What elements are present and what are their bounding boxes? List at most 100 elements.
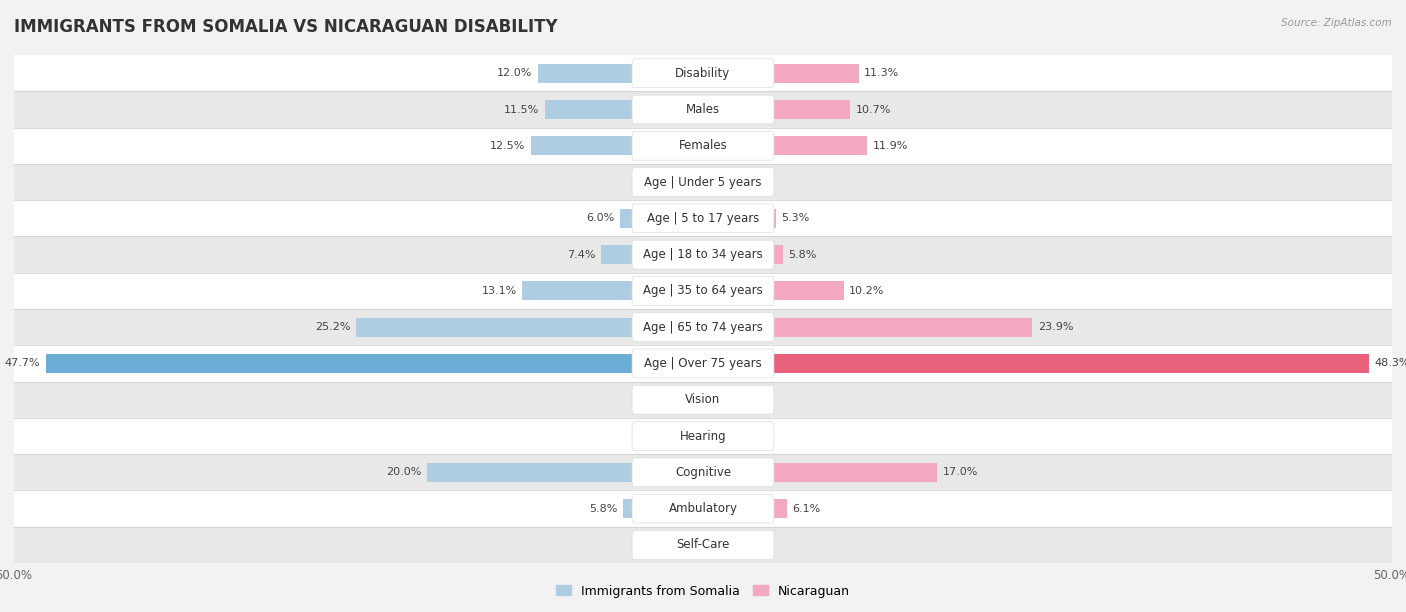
Text: 48.3%: 48.3% — [1374, 359, 1406, 368]
Bar — [14, 527, 1392, 563]
Bar — [531, 136, 703, 155]
Bar — [14, 418, 1392, 454]
FancyBboxPatch shape — [633, 132, 773, 160]
Bar — [14, 200, 1392, 236]
Text: Age | 65 to 74 years: Age | 65 to 74 years — [643, 321, 763, 334]
Text: 10.2%: 10.2% — [849, 286, 884, 296]
FancyBboxPatch shape — [633, 204, 773, 233]
Bar — [703, 390, 735, 409]
Text: 2.1%: 2.1% — [640, 395, 669, 405]
FancyBboxPatch shape — [633, 277, 773, 305]
Bar — [523, 282, 703, 300]
Bar — [623, 499, 703, 518]
Text: 11.9%: 11.9% — [873, 141, 908, 151]
Bar — [14, 345, 1392, 382]
Text: 5.3%: 5.3% — [782, 214, 810, 223]
Text: 6.0%: 6.0% — [586, 214, 614, 223]
Text: 1.3%: 1.3% — [651, 177, 679, 187]
Text: 12.5%: 12.5% — [489, 141, 526, 151]
Bar — [703, 499, 787, 518]
Bar — [703, 209, 776, 228]
Bar — [14, 382, 1392, 418]
Text: 11.5%: 11.5% — [503, 105, 538, 114]
FancyBboxPatch shape — [633, 531, 773, 559]
Bar — [703, 318, 1032, 337]
Bar — [703, 536, 738, 554]
Text: Self-Care: Self-Care — [676, 539, 730, 551]
Bar — [703, 282, 844, 300]
Bar — [600, 245, 703, 264]
Text: 10.7%: 10.7% — [856, 105, 891, 114]
Bar — [544, 100, 703, 119]
Text: Age | Over 75 years: Age | Over 75 years — [644, 357, 762, 370]
Bar — [14, 273, 1392, 309]
Bar — [703, 64, 859, 83]
Text: 7.4%: 7.4% — [567, 250, 596, 259]
Bar — [14, 236, 1392, 273]
Text: 5.8%: 5.8% — [789, 250, 817, 259]
Text: Age | 18 to 34 years: Age | 18 to 34 years — [643, 248, 763, 261]
FancyBboxPatch shape — [633, 494, 773, 523]
Text: 2.7%: 2.7% — [745, 431, 775, 441]
Text: 23.9%: 23.9% — [1038, 322, 1073, 332]
Text: Disability: Disability — [675, 67, 731, 80]
Text: 25.2%: 25.2% — [315, 322, 350, 332]
Text: 11.3%: 11.3% — [865, 68, 900, 78]
Text: 13.1%: 13.1% — [482, 286, 517, 296]
FancyBboxPatch shape — [633, 59, 773, 88]
Text: 47.7%: 47.7% — [4, 359, 41, 368]
Bar — [14, 164, 1392, 200]
Text: Males: Males — [686, 103, 720, 116]
FancyBboxPatch shape — [633, 241, 773, 269]
Text: 5.8%: 5.8% — [589, 504, 617, 513]
Bar — [14, 309, 1392, 345]
FancyBboxPatch shape — [633, 422, 773, 450]
Bar — [703, 136, 868, 155]
Bar — [703, 173, 718, 192]
Bar — [14, 454, 1392, 490]
Bar — [703, 427, 740, 446]
FancyBboxPatch shape — [633, 168, 773, 196]
Text: Females: Females — [679, 140, 727, 152]
Text: 20.0%: 20.0% — [387, 468, 422, 477]
Text: 1.1%: 1.1% — [724, 177, 752, 187]
Bar — [703, 245, 783, 264]
Bar — [427, 463, 703, 482]
Text: Age | 35 to 64 years: Age | 35 to 64 years — [643, 285, 763, 297]
Bar — [620, 209, 703, 228]
Text: Cognitive: Cognitive — [675, 466, 731, 479]
Bar — [356, 318, 703, 337]
Bar — [14, 55, 1392, 91]
Text: Vision: Vision — [685, 394, 721, 406]
Bar — [14, 490, 1392, 527]
FancyBboxPatch shape — [633, 95, 773, 124]
Text: Ambulatory: Ambulatory — [668, 502, 738, 515]
Bar — [669, 536, 703, 554]
Bar — [685, 173, 703, 192]
Text: 2.8%: 2.8% — [630, 431, 659, 441]
FancyBboxPatch shape — [633, 349, 773, 378]
Text: 2.6%: 2.6% — [744, 540, 773, 550]
FancyBboxPatch shape — [633, 458, 773, 487]
Bar — [537, 64, 703, 83]
Bar — [673, 390, 703, 409]
Text: Source: ZipAtlas.com: Source: ZipAtlas.com — [1281, 18, 1392, 28]
Bar — [14, 91, 1392, 128]
Bar — [46, 354, 703, 373]
Text: 2.3%: 2.3% — [740, 395, 769, 405]
Bar — [14, 128, 1392, 164]
FancyBboxPatch shape — [633, 386, 773, 414]
Text: 6.1%: 6.1% — [793, 504, 821, 513]
Text: 17.0%: 17.0% — [943, 468, 979, 477]
Text: 2.5%: 2.5% — [634, 540, 664, 550]
FancyBboxPatch shape — [633, 313, 773, 341]
Text: IMMIGRANTS FROM SOMALIA VS NICARAGUAN DISABILITY: IMMIGRANTS FROM SOMALIA VS NICARAGUAN DI… — [14, 18, 558, 36]
Bar — [703, 354, 1368, 373]
Bar — [703, 100, 851, 119]
Legend: Immigrants from Somalia, Nicaraguan: Immigrants from Somalia, Nicaraguan — [551, 580, 855, 602]
Text: Age | 5 to 17 years: Age | 5 to 17 years — [647, 212, 759, 225]
Text: Age | Under 5 years: Age | Under 5 years — [644, 176, 762, 188]
Text: Hearing: Hearing — [679, 430, 727, 442]
Bar — [665, 427, 703, 446]
Text: 12.0%: 12.0% — [496, 68, 531, 78]
